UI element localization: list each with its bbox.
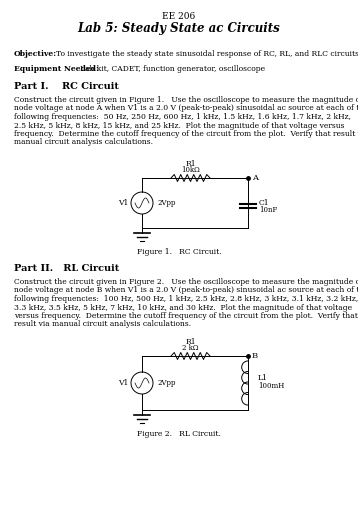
Text: To investigate the steady state sinusoidal response of RC, RL, and RLC circuits.: To investigate the steady state sinusoid…	[56, 50, 358, 58]
Text: Lab 5: Steady State ac Circuits: Lab 5: Steady State ac Circuits	[78, 22, 280, 35]
Text: Objective:: Objective:	[14, 50, 57, 58]
Text: frequency.  Determine the cutoff frequency of the circuit from the plot.  Verify: frequency. Determine the cutoff frequenc…	[14, 130, 358, 138]
Text: Part I.    RC Circuit: Part I. RC Circuit	[14, 82, 119, 91]
Text: C1: C1	[259, 199, 270, 207]
Text: result via manual circuit analysis calculations.: result via manual circuit analysis calcu…	[14, 320, 191, 329]
Text: R1: R1	[185, 339, 196, 346]
Text: A: A	[252, 174, 258, 182]
Text: V1: V1	[118, 199, 128, 207]
Text: B: B	[252, 352, 258, 360]
Text: Part II.   RL Circuit: Part II. RL Circuit	[14, 264, 119, 273]
Text: 2Vpp: 2Vpp	[157, 379, 175, 387]
Text: Construct the circuit given in Figure 1.   Use the oscilloscope to measure the m: Construct the circuit given in Figure 1.…	[14, 96, 358, 104]
Text: node voltage at node A when V1 is a 2.0 V (peak-to-peak) sinusoidal ac source at: node voltage at node A when V1 is a 2.0 …	[14, 104, 358, 113]
Text: Figure 1.   RC Circuit.: Figure 1. RC Circuit.	[137, 248, 221, 256]
Text: L1: L1	[258, 374, 268, 382]
Text: 3.3 kHz, 3.5 kHz, 5 kHz, 7 kHz, 10 kHz, and 30 kHz.  Plot the magnitude of that : 3.3 kHz, 3.5 kHz, 5 kHz, 7 kHz, 10 kHz, …	[14, 304, 352, 311]
Text: node voltage at node B when V1 is a 2.0 V (peak-to-peak) sinusoidal ac source at: node voltage at node B when V1 is a 2.0 …	[14, 286, 358, 295]
Text: 2Vpp: 2Vpp	[157, 199, 175, 207]
Text: 100mH: 100mH	[258, 382, 284, 390]
Text: EE 206: EE 206	[163, 12, 195, 21]
Text: 2.5 kHz, 5 kHz, 8 kHz, 15 kHz, and 25 kHz.  Plot the magnitude of that voltage v: 2.5 kHz, 5 kHz, 8 kHz, 15 kHz, and 25 kH…	[14, 122, 344, 129]
Text: 2 kΩ: 2 kΩ	[182, 344, 199, 351]
Text: R1: R1	[185, 161, 196, 168]
Text: Lab kit, CADET, function generator, oscilloscope: Lab kit, CADET, function generator, osci…	[80, 65, 265, 73]
Text: V1: V1	[118, 379, 128, 387]
Text: Construct the circuit given in Figure 2.   Use the oscilloscope to measure the m: Construct the circuit given in Figure 2.…	[14, 278, 358, 286]
Text: 10nF: 10nF	[259, 206, 277, 214]
Text: following frequencies:  100 Hz, 500 Hz, 1 kHz, 2.5 kHz, 2.8 kHz, 3 kHz, 3.1 kHz,: following frequencies: 100 Hz, 500 Hz, 1…	[14, 295, 358, 303]
Text: 10kΩ: 10kΩ	[181, 165, 200, 173]
Text: versus frequency.  Determine the cutoff frequency of the circuit from the plot. : versus frequency. Determine the cutoff f…	[14, 312, 358, 320]
Text: Equipment Needed:: Equipment Needed:	[14, 65, 99, 73]
Text: manual circuit analysis calculations.: manual circuit analysis calculations.	[14, 138, 153, 147]
Text: Figure 2.   RL Circuit.: Figure 2. RL Circuit.	[137, 430, 221, 438]
Text: following frequencies:  50 Hz, 250 Hz, 600 Hz, 1 kHz, 1.5 kHz, 1.6 kHz, 1.7 kHz,: following frequencies: 50 Hz, 250 Hz, 60…	[14, 113, 351, 121]
